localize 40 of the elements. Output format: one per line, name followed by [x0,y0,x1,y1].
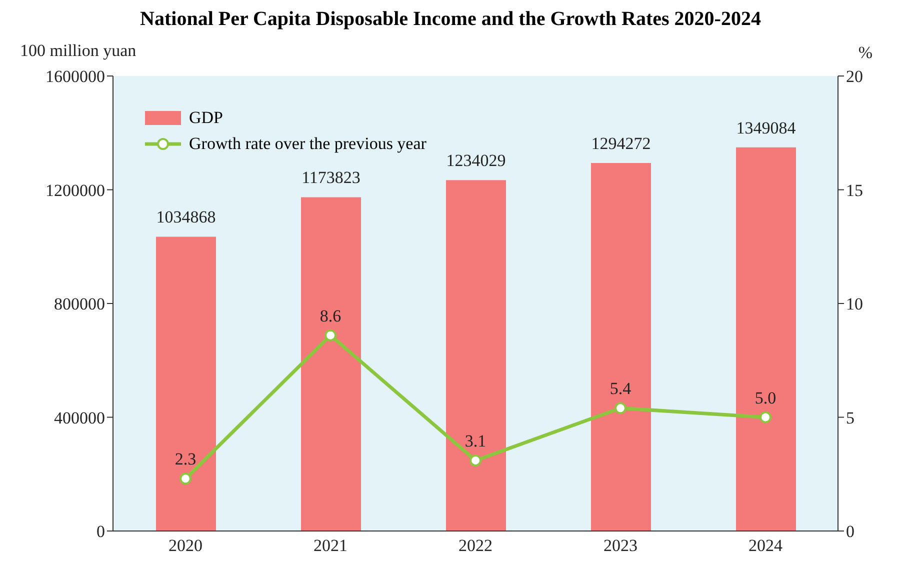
point [470,454,482,466]
x-tick-label: 2022 [458,536,492,556]
y-axis-title: 100 million yuan [20,41,137,60]
y-tick-label: 0 [96,522,105,542]
point [760,411,772,424]
data-label: 1349084 [736,118,796,138]
y-tick-label: 800000 [54,294,105,314]
point [180,472,192,485]
x-tick-label: 2023 [604,536,638,556]
data-label: 3.1 [464,431,486,450]
point [614,402,626,414]
bar [591,162,651,531]
legend-label: Growth rate over the previous year [189,134,426,154]
legend-label: GDP [189,108,224,128]
x-tick-label: 2020 [168,536,202,556]
data-label: 5.0 [754,388,776,408]
point [324,329,336,342]
y-tick-label: 1200000 [46,180,105,200]
y2-tick-label: 15 [846,180,863,200]
y2-tick-label: 20 [846,67,863,86]
x-tick-label: 2021 [314,536,348,556]
chart-title: National Per Capita Disposable Income and the Growth Rates 2020-2024 [139,8,762,32]
data-label: 1234029 [446,151,506,170]
y-tick-label: 400000 [54,408,105,428]
x-tick-label: 2024 [748,536,783,556]
y-tick-label: 1600000 [46,67,105,86]
bar [156,236,216,531]
data-label: 2.3 [174,450,196,469]
bar [446,180,506,531]
y2-tick-label: 0 [846,522,854,542]
data-label: 1034868 [156,208,216,227]
y2-tick-label: 5 [846,408,854,428]
bar [736,147,796,531]
bar [301,197,361,531]
y2-axis-title: % [858,43,873,62]
data-label: 1294272 [591,134,651,153]
y2-tick-label: 10 [846,294,863,314]
data-label: 8.6 [320,306,342,326]
data-label: 1173823 [302,168,360,188]
data-label: 5.4 [610,379,632,398]
